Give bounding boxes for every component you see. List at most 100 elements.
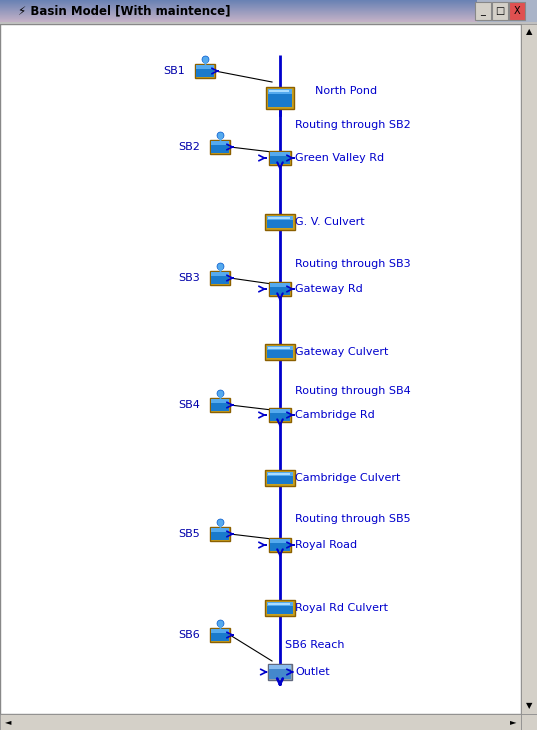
- Text: Royal Road: Royal Road: [295, 540, 357, 550]
- Bar: [0, 19, 477, 20]
- Bar: [0, 14, 477, 15]
- Bar: [211, 629, 229, 641]
- Bar: [270, 283, 290, 287]
- Bar: [196, 65, 214, 69]
- Bar: [0, 6, 477, 7]
- Bar: [0, 4, 477, 5]
- Bar: [269, 282, 291, 296]
- Bar: [211, 141, 229, 145]
- Bar: [475, 2, 491, 20]
- Text: Royal Rd Culvert: Royal Rd Culvert: [295, 603, 388, 613]
- Bar: [0, 17, 477, 18]
- Bar: [269, 538, 291, 552]
- Text: □: □: [495, 6, 505, 16]
- Text: Routing through SB3: Routing through SB3: [295, 259, 411, 269]
- Bar: [0, 21, 477, 22]
- Bar: [267, 216, 293, 220]
- Bar: [211, 399, 229, 403]
- Bar: [270, 539, 290, 543]
- Text: ◄: ◄: [5, 718, 11, 726]
- Bar: [0, 18, 477, 19]
- Bar: [268, 664, 292, 680]
- Bar: [0, 3, 477, 4]
- Text: ▲: ▲: [526, 28, 532, 36]
- Bar: [267, 472, 293, 484]
- Bar: [268, 89, 292, 107]
- Text: Gateway Rd: Gateway Rd: [295, 284, 363, 294]
- Bar: [270, 409, 290, 413]
- Bar: [210, 398, 230, 412]
- Bar: [0, 7, 477, 8]
- Text: Routing through SB4: Routing through SB4: [295, 386, 411, 396]
- Bar: [210, 271, 230, 285]
- Bar: [211, 629, 229, 633]
- Text: Cambridge Rd: Cambridge Rd: [295, 410, 375, 420]
- Bar: [521, 714, 537, 730]
- Bar: [0, 12, 477, 13]
- Bar: [267, 346, 293, 350]
- Bar: [265, 214, 295, 230]
- Bar: [0, 8, 477, 9]
- Bar: [0, 20, 477, 21]
- Bar: [270, 409, 290, 421]
- Bar: [0, 2, 477, 3]
- Bar: [0, 5, 477, 6]
- Bar: [269, 665, 291, 669]
- Bar: [211, 272, 229, 284]
- Bar: [268, 347, 290, 349]
- Bar: [210, 527, 230, 541]
- Text: SB4: SB4: [178, 400, 200, 410]
- Text: Routing through SB5: Routing through SB5: [295, 514, 411, 524]
- Bar: [0, 22, 537, 24]
- Bar: [267, 602, 293, 606]
- Bar: [270, 152, 290, 156]
- Bar: [267, 346, 293, 358]
- Bar: [269, 151, 291, 165]
- Text: Gateway Culvert: Gateway Culvert: [295, 347, 388, 357]
- Text: _: _: [481, 6, 485, 16]
- Bar: [270, 152, 290, 164]
- Text: Cambridge Culvert: Cambridge Culvert: [295, 473, 401, 483]
- Text: ▼: ▼: [526, 702, 532, 710]
- Text: ►: ►: [510, 718, 516, 726]
- Bar: [267, 602, 293, 614]
- Bar: [267, 472, 293, 476]
- Bar: [0, 1, 477, 2]
- Bar: [0, 13, 477, 14]
- Bar: [265, 600, 295, 616]
- Bar: [210, 140, 230, 154]
- Bar: [268, 603, 290, 605]
- Bar: [269, 665, 291, 679]
- Text: SB5: SB5: [178, 529, 200, 539]
- Bar: [211, 528, 229, 532]
- Bar: [0, 10, 477, 11]
- Bar: [0, 0, 537, 22]
- Text: ⚡ Basin Model [With maintence]: ⚡ Basin Model [With maintence]: [18, 4, 230, 18]
- Bar: [266, 87, 294, 109]
- Bar: [211, 141, 229, 153]
- Bar: [0, 714, 521, 730]
- Text: North Pond: North Pond: [315, 86, 377, 96]
- Bar: [0, 16, 477, 17]
- Bar: [268, 473, 290, 475]
- Bar: [0, 11, 477, 12]
- Text: SB6: SB6: [178, 630, 200, 640]
- Text: SB6 Reach: SB6 Reach: [285, 640, 345, 650]
- Bar: [269, 90, 289, 92]
- Bar: [211, 272, 229, 276]
- Bar: [0, 9, 477, 10]
- Bar: [270, 539, 290, 551]
- Text: X: X: [514, 6, 520, 16]
- Text: Green Valley Rd: Green Valley Rd: [295, 153, 384, 163]
- Text: G. V. Culvert: G. V. Culvert: [295, 217, 365, 227]
- Bar: [0, 15, 477, 16]
- Text: SB1: SB1: [163, 66, 185, 76]
- Bar: [268, 217, 290, 219]
- Bar: [211, 528, 229, 540]
- Bar: [268, 89, 292, 94]
- Bar: [270, 283, 290, 295]
- Bar: [265, 470, 295, 486]
- Bar: [0, 0, 477, 1]
- Bar: [267, 216, 293, 228]
- Text: SB3: SB3: [178, 273, 200, 283]
